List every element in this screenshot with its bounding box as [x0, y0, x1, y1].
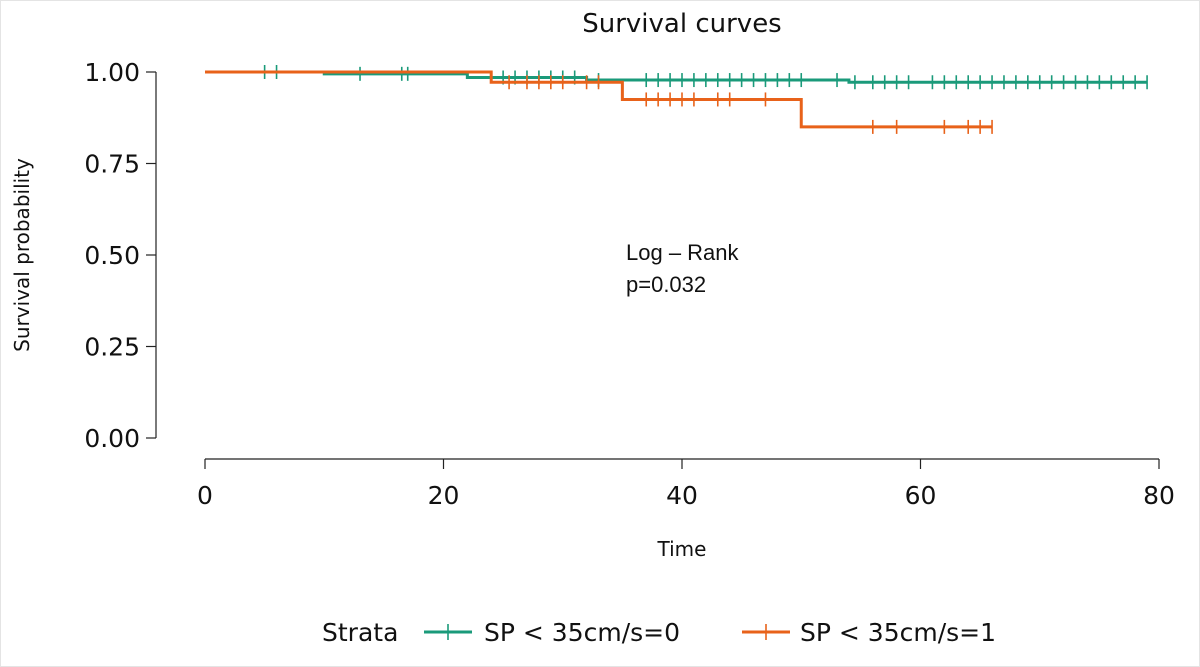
- y-tick-label: 0.50: [84, 241, 140, 270]
- chart-title: Survival curves: [582, 9, 781, 39]
- series-layer: [205, 65, 1148, 134]
- p-value-label: p=0.032: [626, 272, 706, 297]
- y-tick-label: 0.00: [84, 424, 140, 453]
- y-tick-label: 0.75: [84, 150, 140, 179]
- y-tick-label: 0.25: [84, 333, 140, 362]
- x-tick-label: 80: [1143, 481, 1175, 510]
- series-0-curve: [205, 70, 1148, 84]
- logrank-label: Log – Rank: [626, 240, 740, 265]
- x-tick-label: 40: [666, 481, 698, 510]
- x-tick-label: 20: [428, 481, 460, 510]
- y-axis: 0.00 0.25 0.50 0.75 1.00: [84, 58, 157, 453]
- legend: Strata SP < 35cm/s=0 SP < 35cm/s=1: [322, 618, 996, 647]
- x-axis-label: Time: [657, 537, 707, 561]
- y-tick-label: 1.00: [84, 58, 140, 87]
- y-axis-label: Survival probability: [10, 158, 34, 352]
- series-1-curve: [205, 70, 993, 129]
- legend-key-1: [742, 624, 790, 640]
- legend-label-0: SP < 35cm/s=0: [484, 618, 680, 647]
- legend-label-1: SP < 35cm/s=1: [800, 618, 996, 647]
- legend-title: Strata: [322, 618, 398, 647]
- legend-key-0: [424, 624, 472, 640]
- series-1: [205, 70, 993, 134]
- series-0: [205, 65, 1148, 90]
- x-tick-label: 60: [905, 481, 937, 510]
- x-axis: 0 20 40 60 80: [197, 458, 1175, 510]
- x-tick-label: 0: [197, 481, 213, 510]
